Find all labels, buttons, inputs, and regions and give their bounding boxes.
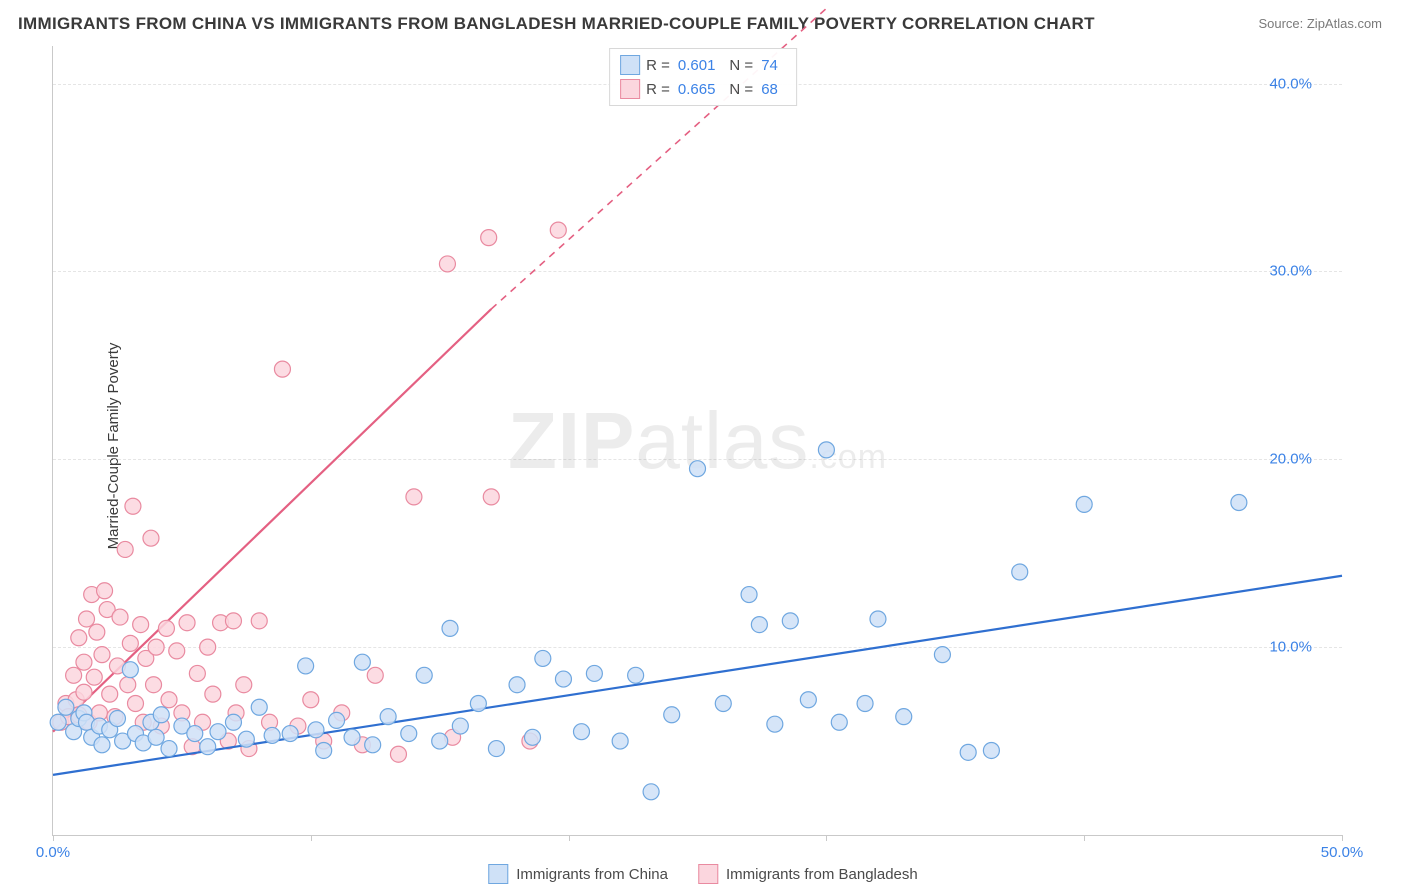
x-tick [311,835,312,841]
legend-swatch [698,864,718,884]
legend-item-bangladesh: Immigrants from Bangladesh [698,864,918,884]
source-attribution: Source: ZipAtlas.com [1258,16,1382,31]
x-tick-label: 50.0% [1321,844,1364,861]
legend-swatch [620,55,640,75]
chart-svg [53,46,1342,835]
x-tick [1342,835,1343,841]
legend-swatch [488,864,508,884]
legend-item-china: Immigrants from China [488,864,668,884]
x-tick-label: 0.0% [36,844,70,861]
legend-label: Immigrants from China [516,866,668,883]
legend-label: Immigrants from Bangladesh [726,866,918,883]
plot-area: ZIPatlas.com 10.0%20.0%30.0%40.0%0.0%50.… [52,46,1342,836]
legend-swatch [620,79,640,99]
legend-stats: R = 0.601 N = 74 R = 0.665 N = 68 [609,48,797,106]
chart-title: IMMIGRANTS FROM CHINA VS IMMIGRANTS FROM… [18,14,1095,34]
x-tick [1084,835,1085,841]
x-tick [569,835,570,841]
legend-series: Immigrants from China Immigrants from Ban… [488,864,917,884]
x-tick [53,835,54,841]
legend-stat-row-china: R = 0.601 N = 74 [620,53,786,77]
chart-container: IMMIGRANTS FROM CHINA VS IMMIGRANTS FROM… [0,0,1406,892]
legend-stat-row-bangladesh: R = 0.665 N = 68 [620,77,786,101]
x-tick [826,835,827,841]
